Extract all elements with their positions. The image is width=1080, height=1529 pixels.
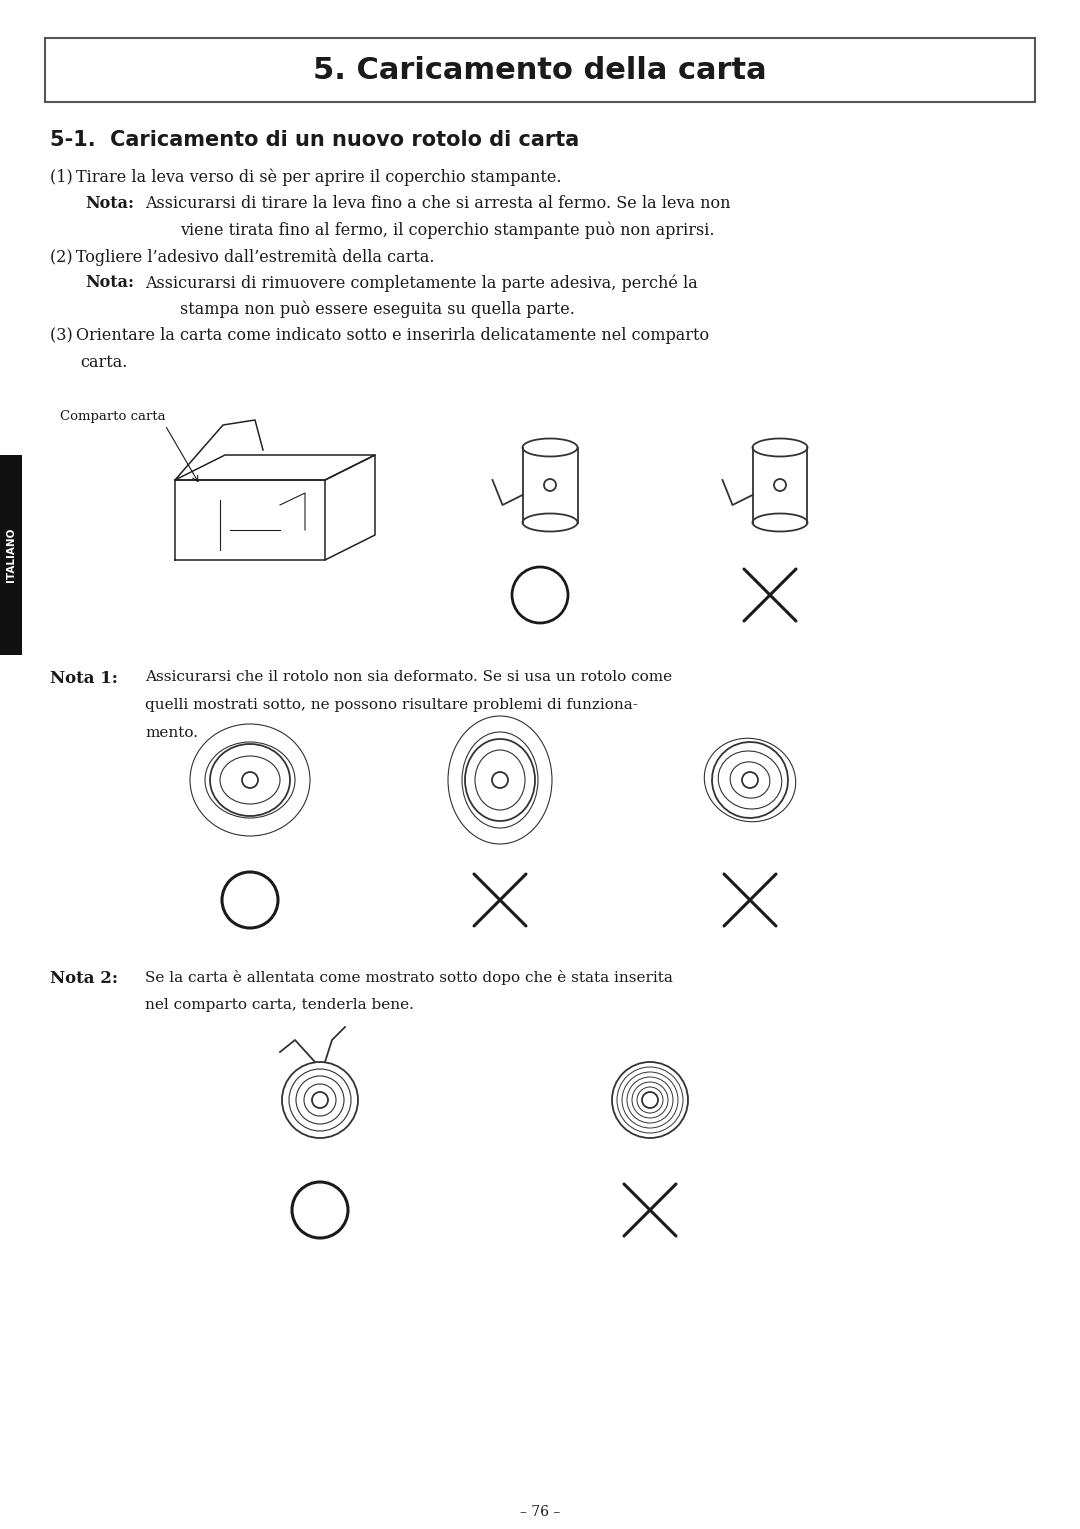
Text: (1) Tirare la leva verso di sè per aprire il coperchio stampante.: (1) Tirare la leva verso di sè per aprir… <box>50 168 562 185</box>
Text: Nota:: Nota: <box>85 194 134 211</box>
Text: 5-1.  Caricamento di un nuovo rotolo di carta: 5-1. Caricamento di un nuovo rotolo di c… <box>50 130 579 150</box>
Text: Nota 2:: Nota 2: <box>50 969 118 988</box>
Text: ITALIANO: ITALIANO <box>6 528 16 583</box>
Text: (2) Togliere l’adesivo dall’estremità della carta.: (2) Togliere l’adesivo dall’estremità de… <box>50 248 434 266</box>
Text: Assicurarsi che il rotolo non sia deformato. Se si usa un rotolo come: Assicurarsi che il rotolo non sia deform… <box>145 670 672 683</box>
Text: Assicurarsi di rimuovere completamente la parte adesiva, perché la: Assicurarsi di rimuovere completamente l… <box>145 274 698 292</box>
Text: mento.: mento. <box>145 726 198 740</box>
Text: stampa non può essere eseguita su quella parte.: stampa non può essere eseguita su quella… <box>180 301 575 318</box>
Text: Assicurarsi di tirare la leva fino a che si arresta al fermo. Se la leva non: Assicurarsi di tirare la leva fino a che… <box>145 194 730 211</box>
Text: Nota 1:: Nota 1: <box>50 670 118 687</box>
Text: Nota:: Nota: <box>85 274 134 291</box>
Text: Comparto carta: Comparto carta <box>60 410 165 424</box>
Text: viene tirata fino al fermo, il coperchio stampante può non aprirsi.: viene tirata fino al fermo, il coperchio… <box>180 222 715 239</box>
Text: carta.: carta. <box>80 353 127 370</box>
Text: 5. Caricamento della carta: 5. Caricamento della carta <box>313 55 767 84</box>
FancyBboxPatch shape <box>0 456 22 654</box>
Text: nel comparto carta, tenderla bene.: nel comparto carta, tenderla bene. <box>145 998 414 1012</box>
Text: – 76 –: – 76 – <box>519 1505 561 1518</box>
Text: (3) Orientare la carta come indicato sotto e inserirla delicatamente nel compart: (3) Orientare la carta come indicato sot… <box>50 327 710 344</box>
Text: Se la carta è allentata come mostrato sotto dopo che è stata inserita: Se la carta è allentata come mostrato so… <box>145 969 673 985</box>
Text: quelli mostrati sotto, ne possono risultare problemi di funziona-: quelli mostrati sotto, ne possono risult… <box>145 699 638 713</box>
FancyBboxPatch shape <box>45 38 1035 102</box>
